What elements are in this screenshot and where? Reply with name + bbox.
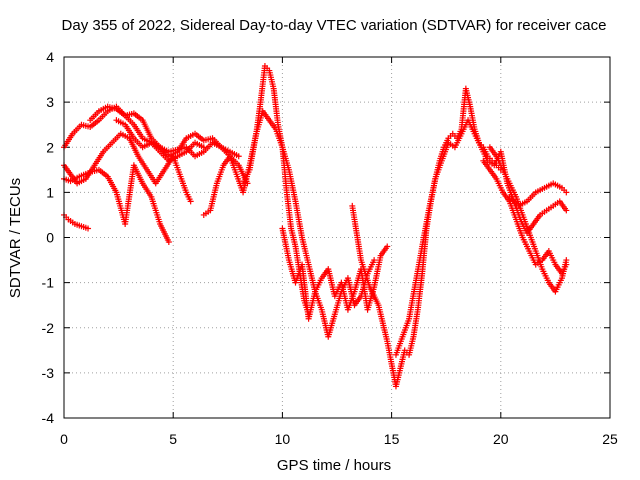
x-tick-label: 5 (169, 431, 177, 447)
x-axis-title: GPS time / hours (277, 457, 391, 474)
y-tick-label: -2 (42, 320, 55, 336)
plot-frame (63, 56, 611, 419)
y-tick-label: -4 (42, 410, 55, 426)
y-tick-label: 3 (46, 94, 54, 110)
y-tick-label: 0 (46, 230, 54, 246)
x-tick-label: 25 (602, 431, 618, 447)
x-tick-label: 15 (384, 431, 400, 447)
data-point (384, 243, 391, 250)
y-tick-label: -1 (42, 275, 55, 291)
x-tick-label: 0 (60, 431, 68, 447)
chart-title: Day 355 of 2022, Sidereal Day-to-day VTE… (62, 17, 607, 34)
y-tick-label: 4 (46, 49, 54, 65)
grid (64, 57, 610, 418)
y-tick-label: 1 (46, 184, 54, 200)
data-point (165, 239, 172, 246)
series-track-14 (506, 180, 570, 209)
data-point (563, 189, 570, 196)
data-point (85, 225, 92, 232)
series-track-1 (61, 211, 92, 232)
x-tick-label: 20 (493, 431, 509, 447)
series-track-13 (480, 157, 570, 277)
data-point (563, 207, 570, 214)
data-points (61, 63, 570, 390)
series-track-9 (279, 225, 391, 322)
series-track-3 (61, 130, 194, 205)
y-tick-label: 2 (46, 139, 54, 155)
series-track-11 (392, 117, 570, 358)
series-track-2 (61, 162, 172, 246)
data-point (235, 153, 242, 160)
y-tick-label: -3 (42, 365, 55, 381)
data-point (371, 257, 378, 264)
tick-labels: 0 5 10 15 20 25 -4 -3 -2 -1 0 1 2 3 4 (42, 49, 618, 447)
y-axis-title: SDTVAR / TECUs (7, 178, 24, 298)
series-track-10 (349, 85, 504, 390)
data-point (563, 261, 570, 268)
x-tick-label: 10 (275, 431, 291, 447)
data-point (187, 198, 194, 205)
series-track-12 (486, 144, 570, 295)
